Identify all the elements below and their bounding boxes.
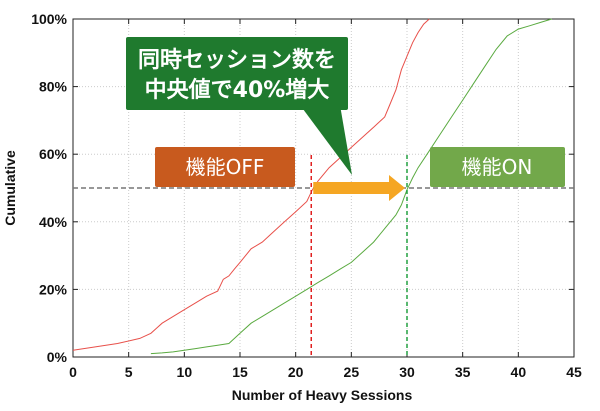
label-on-text: 機能ON bbox=[462, 155, 533, 179]
series-lines bbox=[72, 18, 552, 355]
x-tick-label: 45 bbox=[566, 364, 582, 380]
series-line bbox=[150, 18, 552, 355]
y-tick-label: 40% bbox=[39, 214, 68, 230]
shift-arrow bbox=[313, 175, 405, 201]
annotation-line-1: 同時セッション数を bbox=[138, 47, 336, 73]
y-tick-label: 80% bbox=[39, 79, 68, 95]
y-tick-label: 100% bbox=[31, 11, 67, 27]
y-axis-label: Cumulative bbox=[2, 150, 18, 226]
annotations bbox=[73, 155, 574, 357]
x-tick-label: 40 bbox=[511, 364, 527, 380]
x-tick-label: 25 bbox=[344, 364, 360, 380]
x-axis-label: Number of Heavy Sessions bbox=[232, 387, 413, 403]
series-line bbox=[72, 18, 430, 351]
x-tick-label: 30 bbox=[399, 364, 415, 380]
x-tick-label: 15 bbox=[232, 364, 248, 380]
label-on-box: 機能ON bbox=[430, 147, 565, 187]
x-tick-label: 10 bbox=[177, 364, 193, 380]
x-tick-label: 20 bbox=[288, 364, 304, 380]
annotation-callout: 同時セッション数を 中央値で40%増大 bbox=[126, 37, 352, 175]
tick-labels: 0 5 10 15 20 25 30 35 40 45 0% 20% 40% 60% 80% 100% bbox=[31, 11, 582, 380]
x-tick-label: 0 bbox=[69, 364, 77, 380]
x-tick-label: 5 bbox=[125, 364, 133, 380]
y-tick-label: 20% bbox=[39, 281, 68, 297]
annotation-line-2: 中央値で40%増大 bbox=[145, 77, 330, 103]
label-off-box: 機能OFF bbox=[155, 147, 295, 187]
y-tick-label: 60% bbox=[39, 146, 68, 162]
x-tick-label: 35 bbox=[455, 364, 471, 380]
label-off-text: 機能OFF bbox=[186, 155, 265, 179]
y-tick-label: 0% bbox=[47, 349, 68, 365]
